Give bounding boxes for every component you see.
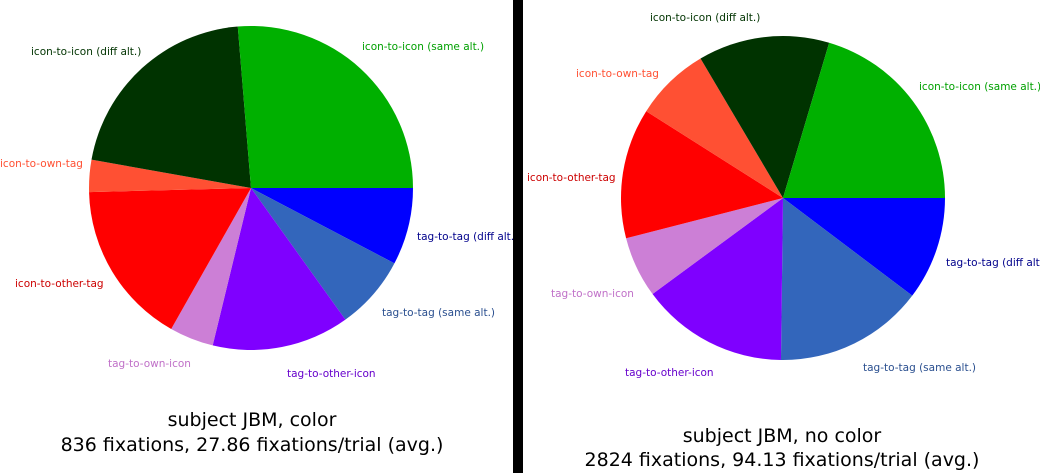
pie-slice: [780, 198, 913, 361]
pie-slices: [621, 36, 945, 361]
slice-label: tag-to-tag (diff alt.): [417, 231, 513, 243]
pie-slice: [783, 198, 945, 296]
pie-slice: [652, 198, 783, 360]
pie-slice: [171, 188, 251, 346]
slice-label: icon-to-icon (same alt.): [362, 41, 484, 53]
pie-slice: [626, 198, 783, 295]
panel-divider: [513, 0, 523, 473]
pie-slice: [621, 111, 783, 239]
slice-label: icon-to-icon (same alt.): [919, 81, 1040, 93]
chart-subtitle: 836 fixations, 27.86 fixations/trial (av…: [61, 434, 444, 456]
chart-subtitle: 2824 fixations, 94.13 fixations/trial (a…: [585, 449, 980, 471]
pie-slice: [88, 159, 251, 193]
slice-label: icon-to-own-tag: [0, 158, 83, 170]
pie-slice: [212, 188, 346, 350]
slice-label: tag-to-tag (same alt.): [863, 362, 976, 374]
slice-label: icon-to-own-tag: [576, 68, 659, 80]
chart-title: subject JBM, no color: [683, 425, 882, 447]
slice-label: tag-to-own-icon: [108, 358, 191, 370]
chart-title: subject JBM, color: [168, 409, 337, 431]
slice-label: tag-to-other-icon: [625, 367, 714, 379]
slice-label: tag-to-own-icon: [551, 288, 634, 300]
pie-slices: [88, 25, 413, 350]
pie-chart-color: subject JBM, color 836 fixations, 27.86 …: [0, 25, 513, 456]
pie-slice: [700, 36, 830, 198]
pie-slice: [91, 26, 251, 188]
slice-label: tag-to-tag (diff alt.): [946, 257, 1040, 269]
pie-slice: [646, 58, 783, 199]
slice-label: tag-to-other-icon: [287, 368, 376, 380]
pie-slice: [251, 188, 413, 264]
slice-label: icon-to-other-tag: [15, 278, 104, 290]
slice-label: icon-to-icon (diff alt.): [650, 12, 760, 24]
pie-slice: [89, 188, 251, 329]
pie-slice: [251, 188, 395, 320]
slice-label: icon-to-other-tag: [527, 172, 616, 184]
pie-slice: [237, 25, 413, 189]
slice-label: icon-to-icon (diff alt.): [31, 46, 141, 58]
slice-label: tag-to-tag (same alt.): [382, 307, 495, 319]
pie-slice: [783, 42, 945, 198]
